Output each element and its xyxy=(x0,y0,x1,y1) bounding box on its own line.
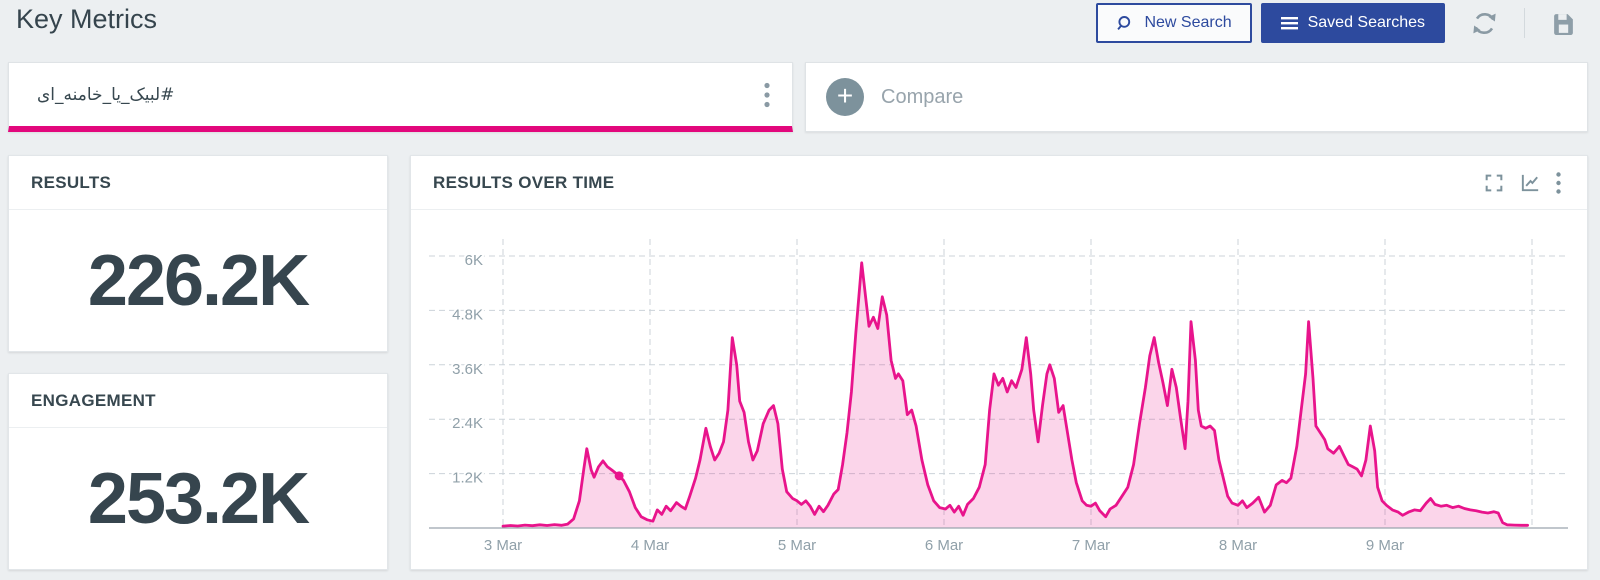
chart-card-title: RESULTS OVER TIME xyxy=(433,172,615,192)
svg-text:3.6K: 3.6K xyxy=(452,361,483,378)
svg-text:1.2K: 1.2K xyxy=(452,470,483,487)
page-title: Key Metrics xyxy=(16,4,158,34)
svg-text:2.4K: 2.4K xyxy=(452,415,483,432)
chart-card-header: RESULTS OVER TIME xyxy=(411,156,1587,210)
svg-text:8 Mar: 8 Mar xyxy=(1219,537,1257,554)
fullscreen-button[interactable] xyxy=(1483,172,1505,194)
query-text: #لبیک_یا_خامنه_ای xyxy=(37,84,175,105)
saved-searches-label: Saved Searches xyxy=(1307,14,1425,31)
chart-toolbar xyxy=(1483,171,1561,194)
query-kebab-menu-icon[interactable] xyxy=(764,82,770,108)
fullscreen-icon xyxy=(1483,172,1505,194)
toolbar-divider xyxy=(1524,8,1525,38)
results-card: RESULTS 226.2K xyxy=(8,155,388,352)
results-over-time-chart: 1.2K 2.4K 3.6K 4.8K 6K 3 Mar 4 Mar 5 Mar 6 Mar 7 … xyxy=(429,239,1568,554)
svg-text:9 Mar: 9 Mar xyxy=(1366,537,1404,554)
svg-text:4.8K: 4.8K xyxy=(452,306,483,323)
results-over-time-card: RESULTS OVER TIME xyxy=(410,155,1588,570)
svg-text:5 Mar: 5 Mar xyxy=(778,537,816,554)
engagement-card-title: ENGAGEMENT xyxy=(31,390,156,410)
search-query-box[interactable]: #لبیک_یا_خامنه_ای xyxy=(8,62,793,132)
engagement-card: ENGAGEMENT 253.2K xyxy=(8,373,388,570)
save-button[interactable] xyxy=(1551,11,1576,36)
line-chart-button[interactable] xyxy=(1519,171,1542,194)
svg-text:3 Mar: 3 Mar xyxy=(484,537,522,554)
chart-kebab-menu-icon[interactable] xyxy=(1556,171,1561,194)
results-value: 226.2K xyxy=(87,240,310,321)
plus-icon: + xyxy=(826,78,864,116)
compare-button[interactable]: + Compare xyxy=(805,62,1588,132)
refresh-button[interactable] xyxy=(1471,10,1498,37)
svg-text:4 Mar: 4 Mar xyxy=(631,537,669,554)
list-icon xyxy=(1280,15,1299,31)
svg-text:6 Mar: 6 Mar xyxy=(925,537,963,554)
header-actions: New Search Saved Searches xyxy=(1096,2,1576,44)
engagement-card-header: ENGAGEMENT xyxy=(9,374,387,428)
save-icon xyxy=(1551,11,1576,36)
saved-searches-button[interactable]: Saved Searches xyxy=(1260,3,1445,43)
svg-text:6K: 6K xyxy=(465,252,483,269)
new-search-button[interactable]: New Search xyxy=(1096,3,1252,43)
svg-text:7 Mar: 7 Mar xyxy=(1072,537,1110,554)
compare-label: Compare xyxy=(881,85,964,108)
results-card-header: RESULTS xyxy=(9,156,387,210)
engagement-value: 253.2K xyxy=(87,458,310,539)
search-icon xyxy=(1116,14,1135,33)
line-chart-icon xyxy=(1519,171,1542,194)
results-card-title: RESULTS xyxy=(31,172,112,192)
refresh-icon xyxy=(1471,10,1498,37)
new-search-label: New Search xyxy=(1144,14,1232,31)
